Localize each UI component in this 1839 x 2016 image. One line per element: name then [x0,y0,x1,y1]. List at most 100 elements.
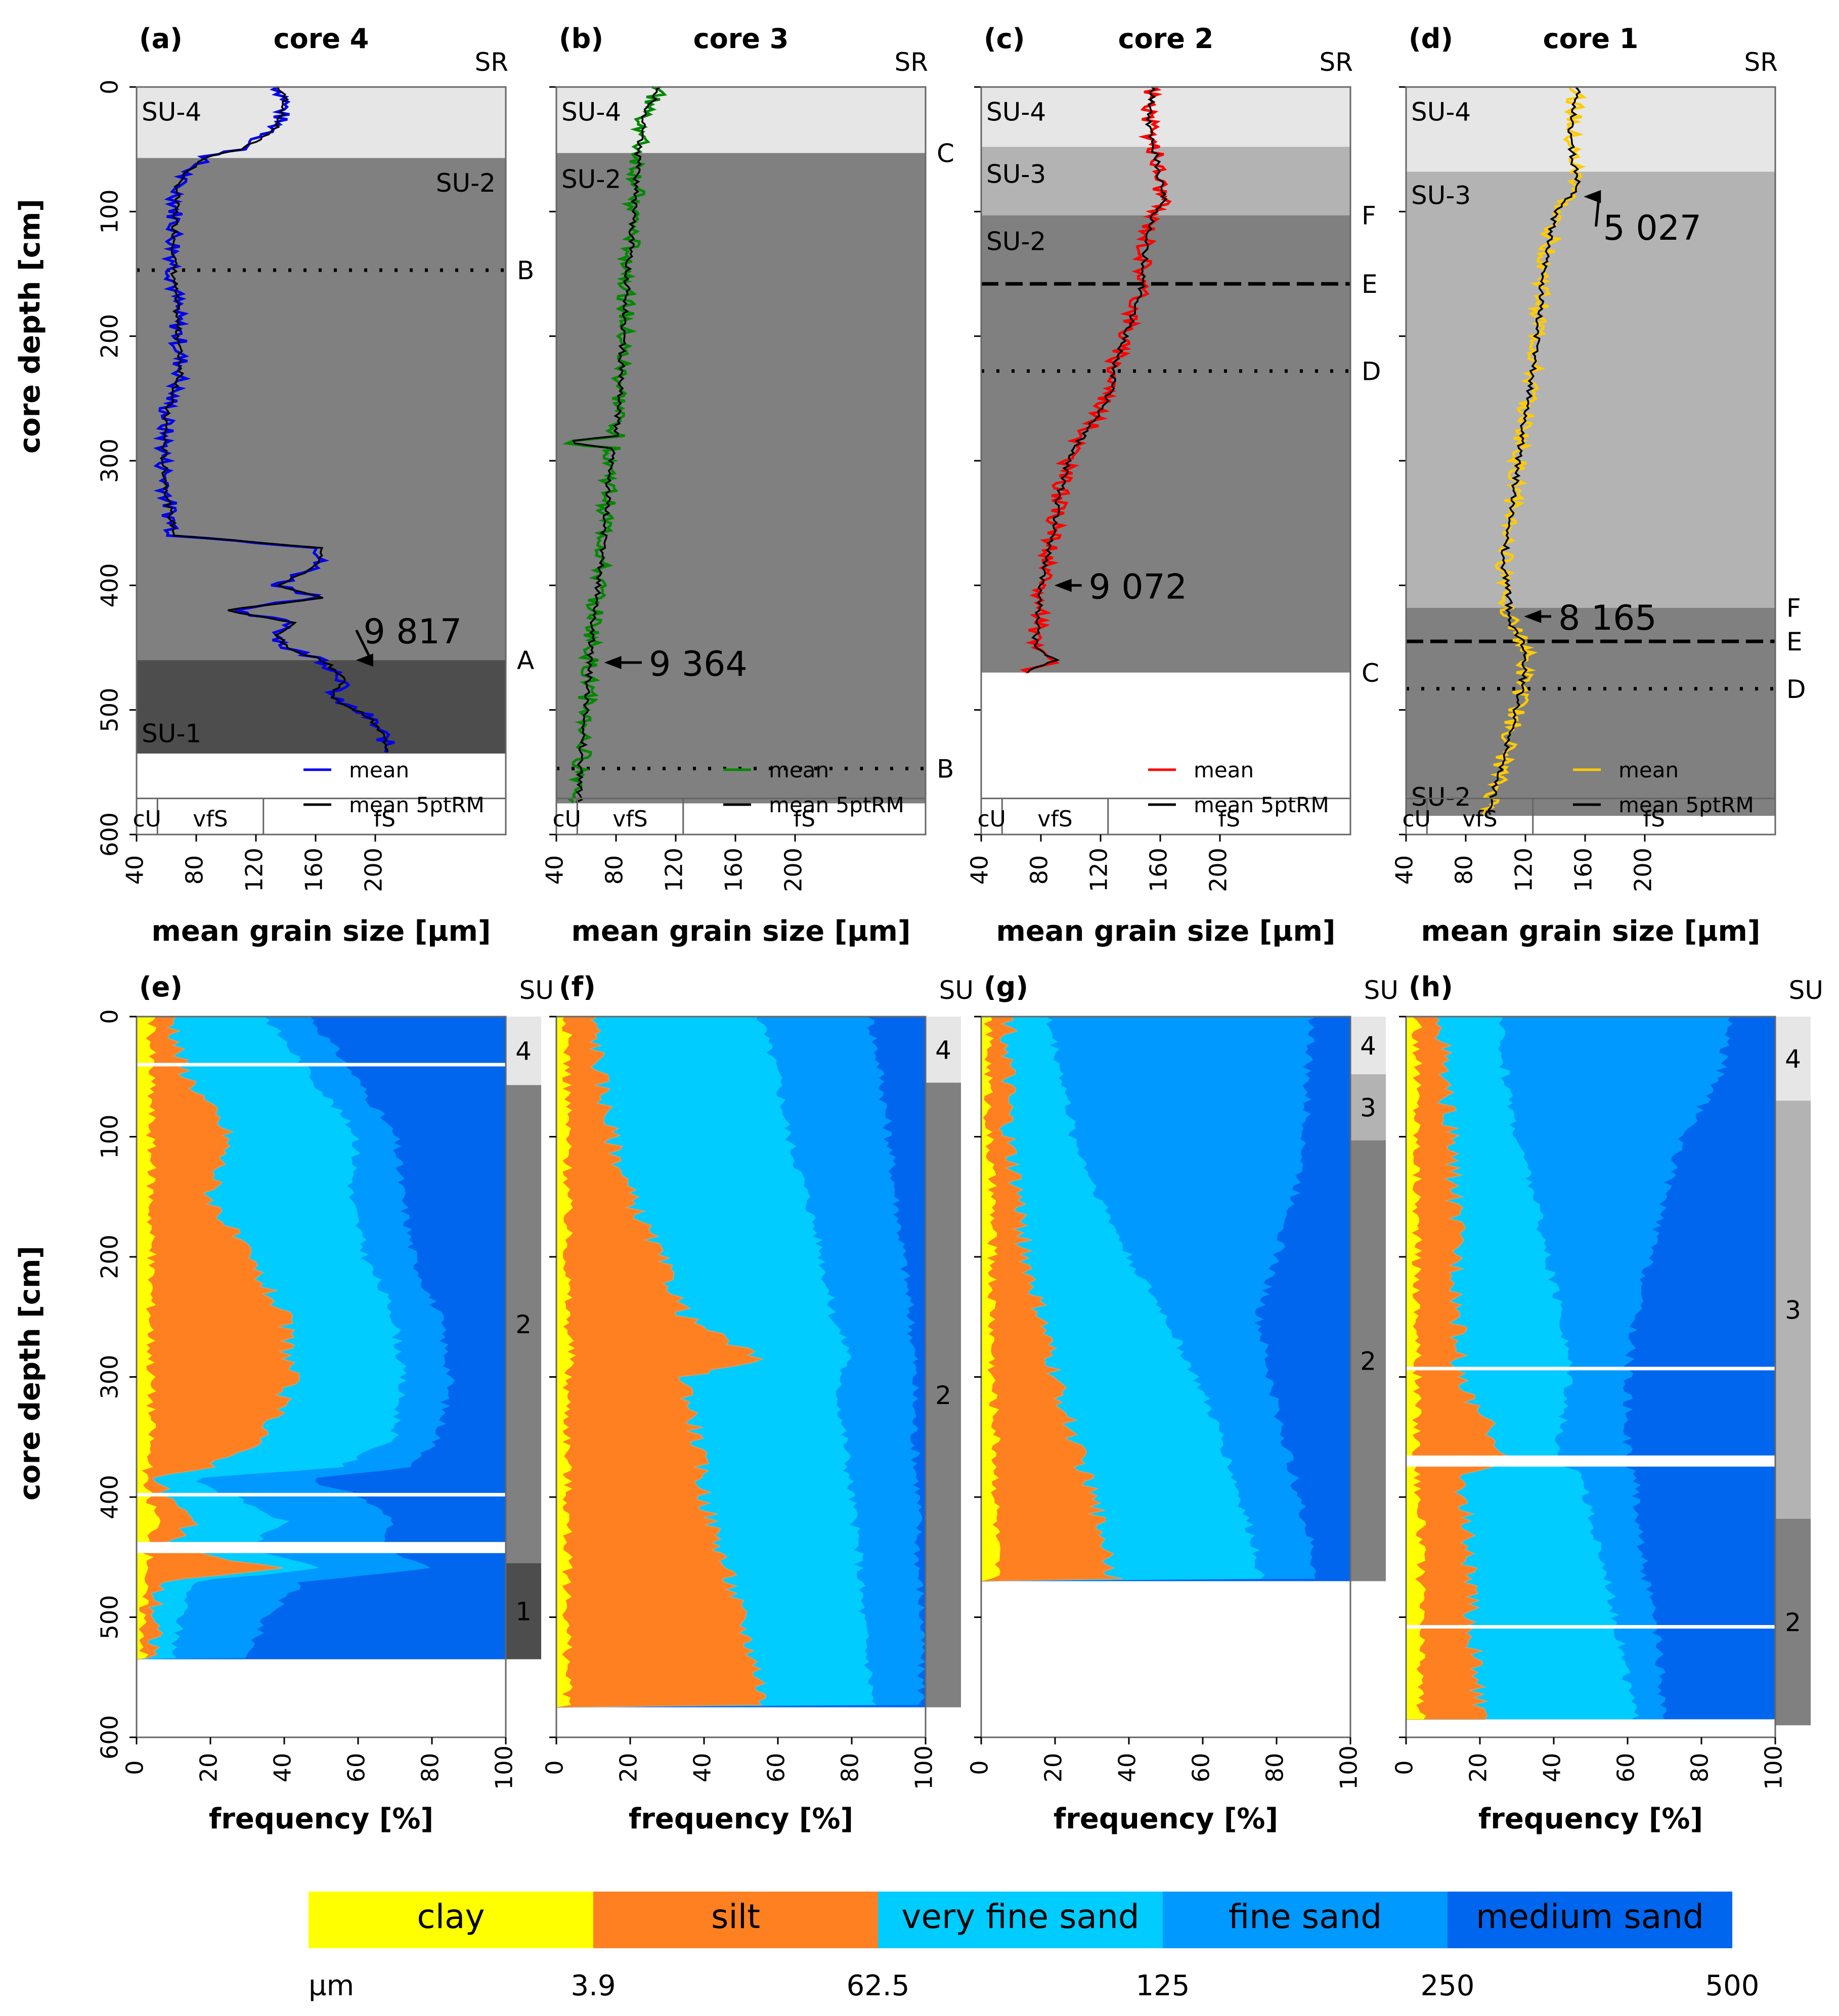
size-class-label: cU [977,806,1005,832]
side-label-sr: SR [895,48,928,77]
su-bar-segment [926,1017,961,1083]
top-xlabel: mean grain size [µm] [152,915,491,948]
marker-label: D [1362,357,1381,386]
legend-label-5ptRM: mean 5ptRM [349,793,485,817]
marker-label: D [1786,675,1806,704]
top-ytick-label: 600 [96,812,123,857]
unit-band [556,153,926,804]
legend-class-name: medium sand [1476,1897,1704,1936]
su-bar-segment [1350,1140,1386,1582]
su-bar-label: 1 [515,1597,532,1627]
xtick-label: 80 [417,1753,444,1783]
xtick-label: 80 [837,1753,864,1783]
xtick-label: 60 [763,1753,790,1783]
legend-label-mean: mean [1618,758,1679,782]
xtick-label: 160 [300,848,328,892]
panel-d: (d) core 1 SR SU-4 SU-3 SU-2 FED 5 027 8 165 cU vf… [1391,23,1806,948]
su-bar-label: 3 [1785,1296,1801,1325]
panel-letter: (h) [1409,971,1453,1003]
sample-gap [137,1493,506,1497]
xtick-label: 40 [1114,1753,1141,1783]
marker-label: C [1362,659,1379,688]
su-bar-segment [1775,1101,1811,1519]
xtick-label: 80 [1026,855,1053,885]
su-bar-segment [1350,1074,1386,1141]
mean-5ptRM-series-line [160,86,389,753]
bottom-xlabel: frequency [%] [209,1803,433,1835]
unit-band [981,215,1350,673]
xtick-label: 40 [966,855,993,885]
su-bar-label: 3 [1360,1093,1376,1122]
marker-label: B [937,754,954,783]
panel-e: (e) SU 4 2 1 0 20 40 60 80 100 frequency [%] [121,971,554,1835]
unit-band [137,87,506,158]
legend-boundary-label: 125 [1136,1969,1190,2002]
xtick-label: 40 [689,1753,716,1783]
top-ytick-label: 400 [96,563,123,607]
xtick-label: 120 [241,848,268,892]
mean-series-line [153,85,395,753]
xtick-label: 20 [615,1753,642,1783]
xtick-label: 80 [1451,855,1478,885]
size-class-label: fS [794,806,815,832]
age-annotation: 9 364 [649,644,748,684]
marker-label: E [1786,627,1803,656]
sample-gap [137,1542,506,1553]
xtick-label: 120 [661,848,688,892]
unit-label: SU-2 [986,227,1046,256]
sample-gap [137,1063,506,1067]
su-bar-label: 2 [1785,1608,1801,1637]
xtick-label: 100 [491,1745,518,1790]
annotation-arrowhead [356,653,373,667]
xtick-label: 60 [1188,1753,1215,1783]
marker-label: F [1786,594,1801,623]
bottom-ytick-label: 500 [96,1595,123,1640]
legend-label-mean: mean [349,758,409,782]
mean-series-line [562,85,667,804]
side-label-sr: SR [1744,48,1778,77]
legend-class-name: clay [417,1897,485,1936]
area-silt [136,1016,300,1660]
su-bar-segment [506,1085,541,1563]
area-clay [137,1017,161,1659]
marker-label: C [937,139,954,168]
mean-5ptRM-series-line [1027,86,1168,673]
bottom-xlabel: frequency [%] [1054,1803,1278,1835]
su-bar-label: 4 [935,1035,951,1065]
legend-label-5ptRM: mean 5ptRM [769,793,904,817]
unit-label: SU-2 [1411,782,1471,812]
unit-label: SU-1 [142,719,201,749]
mean-series-line [1480,86,1587,816]
side-label-sr: SR [475,48,508,77]
area-clay [981,1017,1001,1582]
su-bar-label: 4 [1785,1044,1801,1074]
bottom-ytick-label: 200 [96,1235,123,1279]
xtick-label: 0 [541,1760,568,1775]
mean-5ptRM-series-line [1487,86,1581,815]
xtick-label: 40 [269,1753,296,1783]
annotation-arrowhead [1524,609,1542,623]
xtick-label: 0 [966,1760,993,1775]
unit-band [556,87,926,153]
panel-title: core 4 [274,23,369,55]
su-bar-segment [506,1017,541,1085]
xtick-label: 200 [1630,848,1657,892]
panel-title: core 3 [693,23,789,55]
xtick-label: 200 [1205,848,1232,892]
panel-title: core 2 [1118,23,1214,55]
xtick-label: 100 [910,1745,938,1790]
legend-class-swatch [1163,1892,1448,1948]
xtick-label: 80 [181,855,208,885]
panel-letter: (c) [984,23,1025,55]
unit-label: SU-4 [986,97,1046,126]
legend-class-name: very fine sand [901,1897,1139,1936]
xtick-label: 60 [343,1753,370,1783]
panel-letter: (f) [559,971,596,1003]
size-class-label: cU [552,806,581,832]
bottom-ytick-label: 100 [96,1115,123,1159]
su-bar-segment [926,1082,961,1707]
top-xlabel: mean grain size [µm] [1421,915,1761,948]
